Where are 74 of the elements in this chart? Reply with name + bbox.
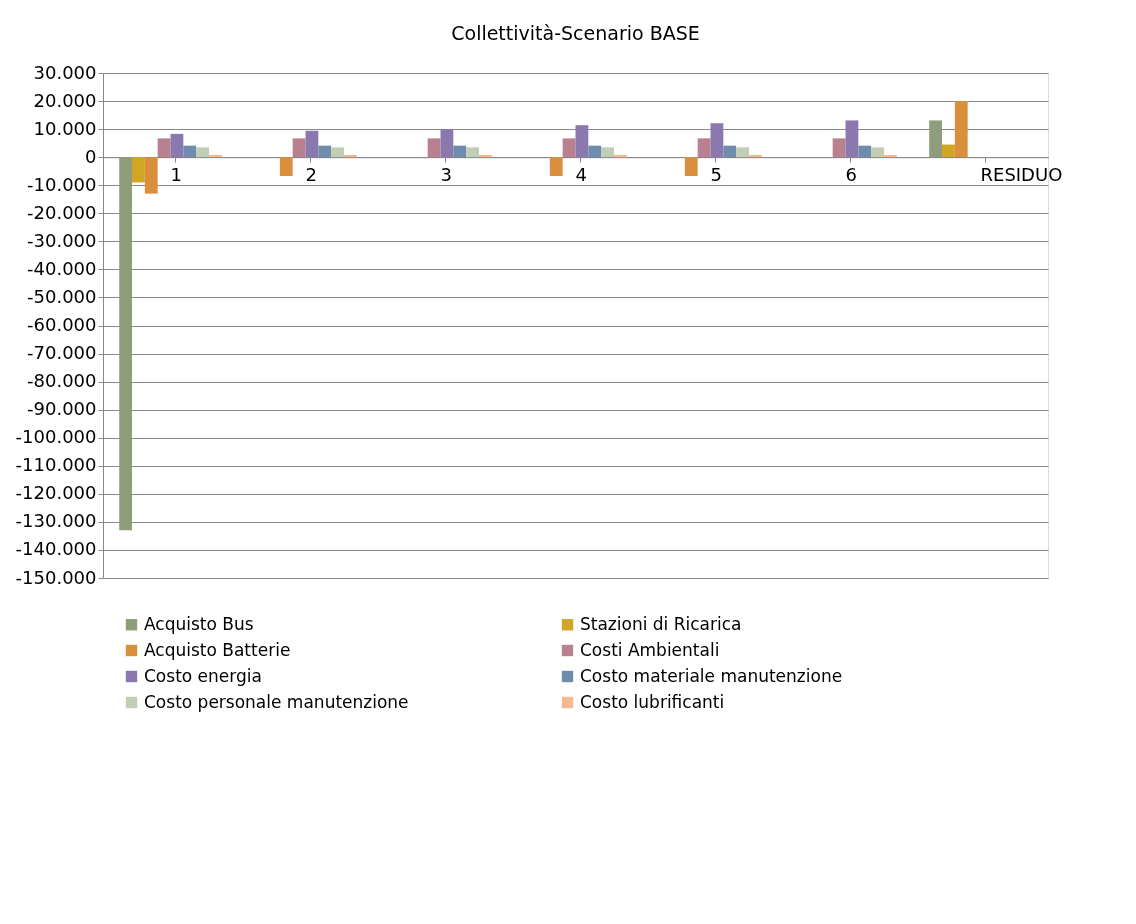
bar bbox=[736, 147, 749, 158]
y-tick-label: -10.000 bbox=[27, 173, 97, 195]
y-tick-label: -20.000 bbox=[27, 201, 97, 223]
legend-label: Costo energia bbox=[144, 665, 262, 686]
y-tick-label: -120.000 bbox=[15, 482, 97, 504]
x-tick-label: RESIDUO bbox=[980, 163, 1063, 185]
y-tick-label: -130.000 bbox=[15, 510, 97, 532]
legend-label: Acquisto Batterie bbox=[144, 639, 291, 660]
bar bbox=[684, 157, 698, 176]
bar bbox=[710, 123, 724, 158]
x-tick-label: 6 bbox=[845, 163, 857, 185]
bar bbox=[208, 154, 222, 158]
bar bbox=[292, 138, 306, 158]
bar bbox=[305, 130, 319, 158]
x-tick-label: 3 bbox=[440, 163, 452, 185]
bar bbox=[196, 147, 209, 158]
bar bbox=[942, 144, 955, 158]
y-tick-label: -40.000 bbox=[27, 257, 97, 279]
bar bbox=[144, 157, 158, 194]
bar bbox=[157, 138, 171, 158]
y-tick-label: -70.000 bbox=[27, 342, 97, 364]
bar bbox=[318, 145, 332, 158]
bar bbox=[343, 154, 357, 158]
legend-label: Costo lubrificanti bbox=[580, 691, 725, 712]
y-tick-label: -60.000 bbox=[27, 314, 97, 335]
y-tick-label: 30.000 bbox=[33, 61, 97, 83]
bar bbox=[132, 157, 145, 183]
y-tick-label: -150.000 bbox=[15, 566, 97, 588]
y-tick-label: -50.000 bbox=[27, 285, 97, 307]
bar bbox=[453, 145, 467, 158]
bar bbox=[119, 157, 133, 531]
bar bbox=[883, 154, 897, 158]
bar bbox=[845, 120, 859, 158]
x-tick-label: 4 bbox=[575, 163, 587, 185]
legend-label: Costi Ambientali bbox=[580, 639, 720, 660]
y-tick-label: 20.000 bbox=[33, 89, 97, 111]
y-tick-label: -30.000 bbox=[27, 229, 97, 251]
bar bbox=[466, 147, 479, 158]
bar bbox=[427, 138, 441, 158]
bar bbox=[331, 147, 344, 158]
bar bbox=[170, 133, 184, 158]
y-tick-label: 0 bbox=[85, 145, 97, 167]
bar bbox=[562, 138, 576, 158]
bar bbox=[697, 138, 711, 158]
bar bbox=[588, 145, 602, 158]
x-tick-label: 2 bbox=[305, 163, 317, 185]
bar bbox=[929, 120, 943, 158]
bar bbox=[601, 147, 614, 158]
legend-label: Stazioni di Ricarica bbox=[580, 613, 742, 634]
bar bbox=[183, 145, 197, 158]
bar bbox=[549, 157, 563, 176]
y-tick-label: -140.000 bbox=[15, 538, 97, 560]
legend-label: Costo materiale manutenzione bbox=[580, 665, 843, 686]
legend-label: Acquisto Bus bbox=[144, 613, 254, 634]
y-tick-label: -90.000 bbox=[27, 398, 97, 420]
bar bbox=[279, 157, 293, 176]
legend-label: Costo personale manutenzione bbox=[144, 691, 409, 712]
bar bbox=[748, 154, 762, 158]
bar bbox=[613, 154, 627, 158]
bar bbox=[858, 145, 872, 158]
x-tick-label: 5 bbox=[710, 163, 722, 185]
bar bbox=[478, 154, 492, 158]
y-tick-label: -80.000 bbox=[27, 370, 97, 392]
bar bbox=[871, 147, 884, 158]
y-tick-label: -110.000 bbox=[15, 454, 97, 476]
bar bbox=[954, 101, 968, 158]
x-tick-label: 1 bbox=[170, 163, 182, 185]
chart-title: Collettività-Scenario BASE bbox=[451, 22, 700, 44]
y-tick-label: -100.000 bbox=[15, 426, 97, 448]
bar bbox=[575, 125, 589, 158]
y-tick-label: 10.000 bbox=[33, 117, 97, 139]
bar bbox=[440, 129, 454, 158]
bar bbox=[723, 145, 737, 158]
bar bbox=[832, 138, 846, 158]
